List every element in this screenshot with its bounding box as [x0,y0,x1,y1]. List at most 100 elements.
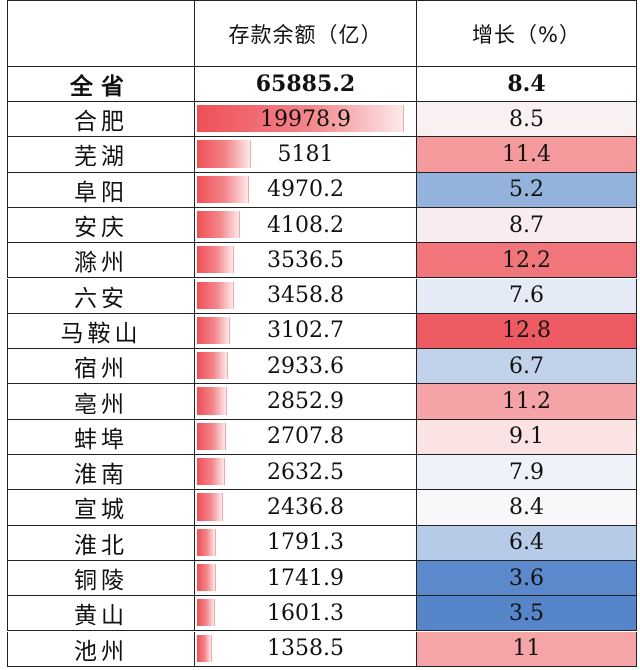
total-row: 全省 65885.2 8.4 [7,67,637,102]
growth-value: 11 [512,636,541,662]
deposit-cell: 2436.8 [195,490,417,526]
growth-cell: 7.9 [417,455,637,491]
growth-cell: 12.2 [417,243,637,279]
deposit-data-bar [197,140,252,168]
deposit-value: 19978.9 [260,106,351,132]
deposit-table: 存款余额（亿） 增长（%） 全省 65885.2 8.4 合肥 19978.9 8.… [7,0,637,667]
city-cell: 滁州 [7,243,195,279]
deposit-value: 3102.7 [267,318,344,344]
growth-value: 3.5 [509,600,544,626]
deposit-value: 3536.5 [267,247,344,273]
deposit-cell: 4108.2 [195,207,417,244]
deposit-data-bar [197,352,229,380]
deposit-data-bar [197,210,241,239]
deposit-value: 1791.3 [267,530,344,556]
total-growth: 8.4 [507,71,546,97]
growth-cell: 8.4 [417,490,637,526]
deposit-value: 4108.2 [267,212,344,238]
growth-value: 3.6 [509,565,544,591]
growth-cell: 3.6 [417,560,637,597]
growth-cell: 6.7 [417,349,637,385]
growth-value: 12.2 [502,247,551,273]
growth-value: 8.4 [509,494,544,520]
header-row: 存款余额（亿） 增长（%） [7,0,637,67]
growth-value: 9.1 [509,424,544,450]
deposit-value: 2436.8 [267,494,344,520]
growth-cell: 7.6 [417,278,637,314]
growth-cell: 8.5 [417,102,637,138]
table-row: 池州 1358.5 11 [7,631,637,667]
total-deposit: 65885.2 [255,71,356,97]
deposit-data-bar [197,387,228,415]
deposit-data-bar [197,422,226,450]
growth-value: 12.8 [502,318,551,344]
table-row: 黄山 1601.3 3.5 [7,596,637,632]
table-row: 滁州 3536.5 12.2 [7,243,637,279]
deposit-data-bar [197,316,230,345]
table-row: 亳州 2852.9 11.2 [7,384,637,420]
city-cell: 马鞍山 [7,313,195,350]
city-cell: 亳州 [7,384,195,420]
table-row: 宿州 2933.6 6.7 [7,349,637,385]
growth-cell: 5.2 [417,172,637,208]
deposit-data-bar [197,105,404,133]
growth-cell: 11.4 [417,137,637,173]
header-deposit-cell: 存款余额（亿） [195,0,417,67]
header-growth-cell: 增长（%） [417,0,637,67]
deposit-data-bar [197,281,234,309]
deposit-cell: 5181 [195,137,417,173]
growth-cell: 8.7 [417,207,637,244]
growth-value: 6.4 [509,530,544,556]
city-cell: 池州 [7,631,195,667]
city-cell: 淮南 [7,455,195,491]
deposit-data-bar [197,458,226,486]
city-name: 黄山 [74,603,128,630]
table-row: 阜阳 4970.2 5.2 [7,172,637,208]
deposit-data-bar [197,246,235,274]
table-row: 淮北 1791.3 6.4 [7,525,637,561]
deposit-cell: 4970.2 [195,172,417,208]
deposit-value: 2933.6 [267,353,344,379]
city-name: 淮南 [74,462,128,489]
city-name: 安庆 [74,215,128,242]
total-city-cell: 全省 [7,67,195,102]
growth-cell: 9.1 [417,419,637,455]
city-cell: 阜阳 [7,172,195,208]
deposit-value: 2632.5 [267,459,344,485]
table-row: 宣城 2436.8 8.4 [7,490,637,526]
city-name: 铜陵 [74,568,128,595]
growth-value: 7.9 [509,459,544,485]
deposit-data-bar [197,493,224,521]
table-row: 合肥 19978.9 8.5 [7,102,637,138]
city-name: 阜阳 [74,179,128,206]
table-row: 马鞍山 3102.7 12.8 [7,313,637,350]
deposit-cell: 19978.9 [195,102,417,138]
growth-value: 11.2 [502,389,551,415]
deposit-cell: 1791.3 [195,525,417,561]
growth-value: 8.7 [509,212,544,238]
city-cell: 淮北 [7,525,195,561]
deposit-cell: 1601.3 [195,596,417,632]
city-name: 马鞍山 [60,320,142,347]
growth-value: 7.6 [509,283,544,309]
deposit-data-bar [197,175,250,203]
growth-value: 8.5 [509,106,544,132]
city-cell: 芜湖 [7,137,195,173]
city-name: 池州 [74,638,128,665]
growth-cell: 3.5 [417,596,637,632]
city-name: 宿州 [74,356,128,383]
city-name: 滁州 [74,250,128,277]
city-cell: 铜陵 [7,560,195,597]
table-row: 淮南 2632.5 7.9 [7,455,637,491]
growth-cell: 11.2 [417,384,637,420]
deposit-value: 4970.2 [267,177,344,203]
deposit-value: 1741.9 [267,565,344,591]
city-name: 宣城 [74,497,128,524]
deposit-value: 2707.8 [267,424,344,450]
growth-value: 11.4 [502,141,551,167]
total-growth-cell: 8.4 [417,67,637,102]
table-row: 安庆 4108.2 8.7 [7,207,637,244]
deposit-cell: 2852.9 [195,384,417,420]
header-growth-label: 增长（%） [472,22,581,47]
growth-value: 5.2 [509,177,544,203]
